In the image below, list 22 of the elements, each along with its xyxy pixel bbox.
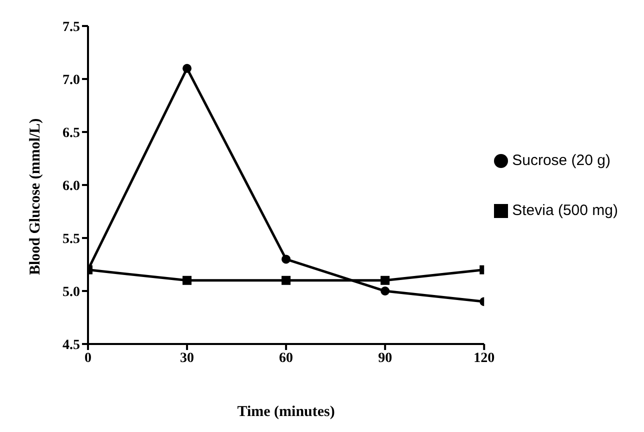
y-tick-label: 5.5 <box>62 232 80 247</box>
y-axis-title: Blood Glucose (mmol/L) <box>27 118 44 275</box>
y-tick-label: 7.5 <box>62 20 80 35</box>
y-tick-label: 5.0 <box>62 284 80 300</box>
point <box>282 276 291 285</box>
x-tick-label: 120 <box>474 350 495 366</box>
y-tick-label: 4.5 <box>62 338 80 353</box>
point <box>282 254 291 264</box>
y-tick-label: 7.0 <box>62 72 80 88</box>
x-axis-title: Time (minutes) <box>237 404 335 420</box>
point <box>380 276 390 285</box>
x-tick-label: 60 <box>279 350 294 366</box>
x-tick-label: 30 <box>180 350 194 366</box>
legend-label: Sucrose (20 g) <box>512 152 610 169</box>
y-tick-label: 6.0 <box>62 178 80 194</box>
y-tick-label: 6.5 <box>62 126 80 141</box>
point <box>182 64 192 73</box>
point <box>380 286 390 296</box>
x-tick-label: 90 <box>378 350 392 366</box>
point <box>182 276 192 285</box>
x-tick-label: 0 <box>84 350 92 366</box>
legend-label: Stevia (500 mg) <box>512 202 618 219</box>
